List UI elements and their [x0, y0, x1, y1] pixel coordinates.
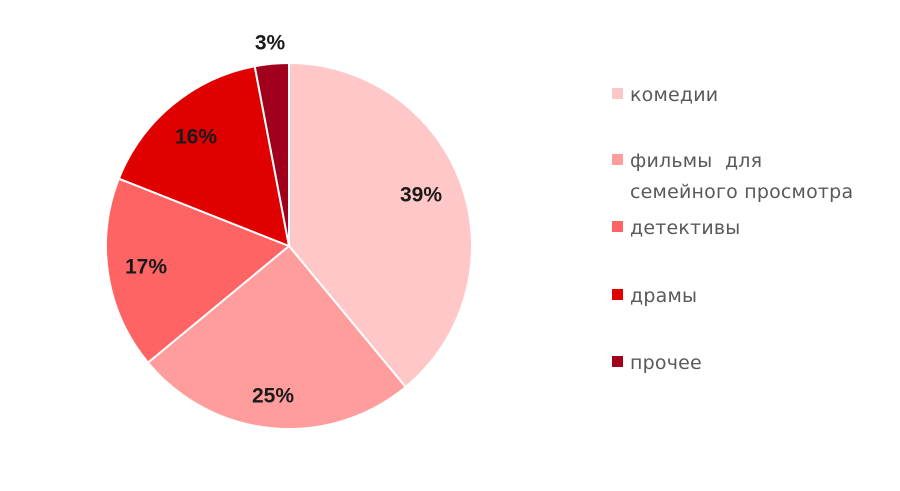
legend-item-family-films: фильмы для семейного просмотра: [612, 146, 853, 208]
data-label-0: 39%: [400, 184, 442, 207]
pie-slice-1: [146, 244, 408, 430]
legend-swatch: [612, 88, 623, 99]
legend-label: драмы: [630, 285, 698, 307]
legend-label: комедии: [630, 84, 719, 106]
data-label-2: 17%: [125, 256, 167, 279]
pie-slice-4: [253, 61, 290, 247]
legend-label: детективы: [630, 217, 741, 239]
data-label-1: 25%: [252, 385, 294, 408]
legend-swatch: [612, 221, 623, 232]
legend-swatch: [612, 289, 623, 300]
legend-item-dramas: драмы: [612, 281, 697, 312]
data-label-3: 16%: [175, 126, 217, 149]
data-labels: 39% 25% 17% 16% 3%: [125, 32, 442, 408]
pie-slice-2: [105, 177, 291, 365]
legend-label-line2: семейного просмотра: [630, 181, 854, 203]
legend-label-line1: фильмы для: [630, 150, 763, 172]
pie-slice-3: [117, 65, 291, 248]
legend-swatch: [612, 154, 623, 165]
legend-item-detectives: детективы: [612, 213, 740, 244]
legend-item-comedies: комедии: [612, 80, 718, 111]
pie-slices: [105, 61, 473, 430]
pie-slice-0: [288, 61, 473, 389]
legend-label: прочее: [630, 352, 702, 374]
data-label-4: 3%: [255, 32, 286, 55]
legend-swatch: [612, 356, 623, 367]
legend-label: фильмы для семейного просмотра: [630, 146, 853, 208]
legend-item-other: прочее: [612, 348, 702, 379]
